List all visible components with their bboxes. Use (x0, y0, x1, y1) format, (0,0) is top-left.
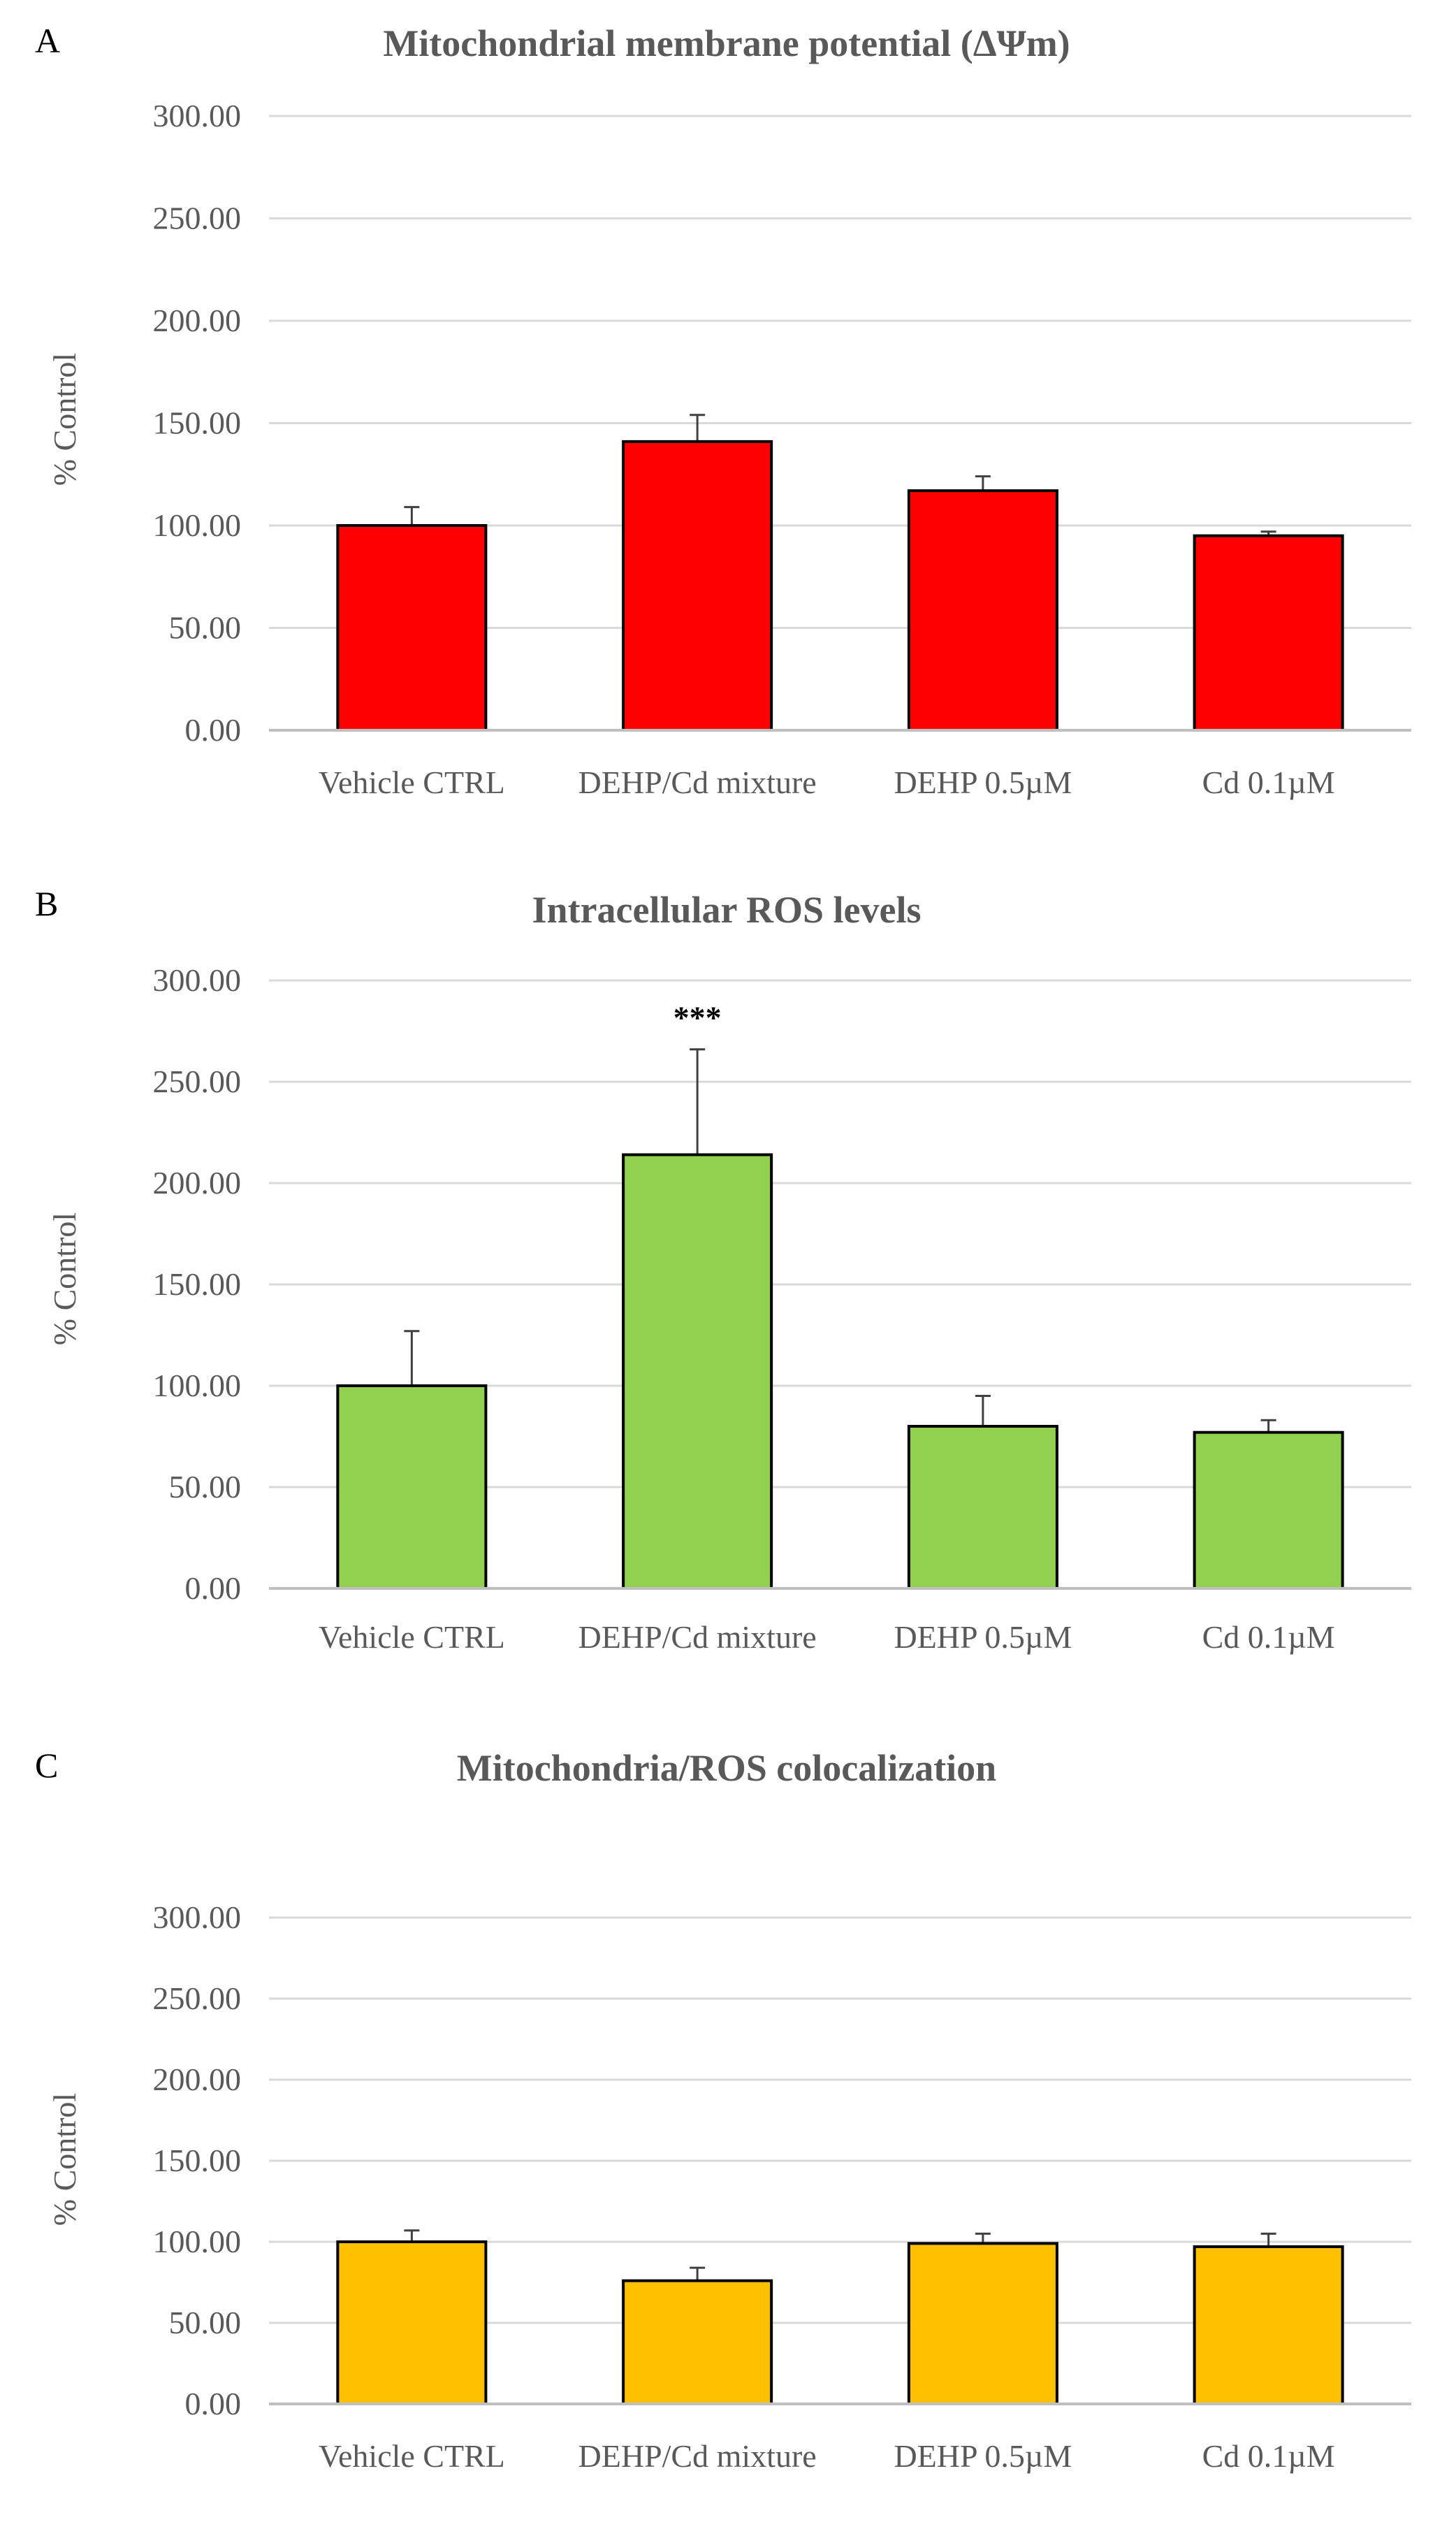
bar (1193, 1430, 1344, 1591)
y-tick-label: 150.00 (153, 2143, 242, 2178)
significance-mark: *** (674, 1000, 722, 1036)
y-tick-label: 100.00 (153, 2224, 242, 2259)
bar (1193, 2245, 1344, 2406)
panel-c: C Mitochondria/ROS colocalization % Contro… (0, 1663, 1456, 2543)
panel-a: A Mitochondrial membrane potential (ΔΨm)%… (0, 0, 1456, 846)
x-category-label: DEHP/Cd mixture (578, 2438, 817, 2474)
y-tick-label: 250.00 (153, 1980, 242, 2016)
y-tick-label: 300.00 (153, 962, 242, 998)
y-tick-label: 300.00 (153, 98, 242, 133)
bar (622, 1153, 773, 1590)
y-axis-title: % Control (47, 2093, 82, 2226)
y-tick-label: 0.00 (185, 2386, 242, 2421)
x-category-label: Cd 0.1µM (1202, 1619, 1335, 1655)
y-axis-title: % Control (47, 353, 82, 486)
y-tick-label: 200.00 (153, 303, 242, 338)
bar (622, 2279, 773, 2405)
panel-letter: A (35, 21, 60, 60)
bar (1193, 534, 1344, 732)
y-tick-label: 0.00 (185, 1570, 242, 1606)
x-category-label: DEHP/Cd mixture (578, 1619, 817, 1655)
x-category-label: Vehicle CTRL (319, 765, 505, 800)
y-tick-label: 100.00 (153, 1368, 242, 1403)
x-category-label: DEHP/Cd mixture (578, 765, 817, 800)
chart-title: Mitochondrial membrane potential (ΔΨm) (383, 22, 1070, 64)
panel-letter: C (35, 1746, 58, 1785)
bar (336, 524, 488, 732)
y-tick-label: 50.00 (169, 1469, 242, 1505)
y-tick-label: 150.00 (153, 1266, 242, 1302)
y-tick-label: 250.00 (153, 1064, 242, 1099)
x-category-label: Cd 0.1µM (1202, 2438, 1335, 2474)
y-tick-label: 150.00 (153, 405, 242, 441)
bar (336, 1384, 488, 1590)
chart-mitochondrial-membrane-potential: A Mitochondrial membrane potential (ΔΨm)%… (35, 21, 1411, 800)
y-tick-label: 50.00 (169, 610, 242, 646)
bar (622, 440, 773, 732)
y-tick-label: 50.00 (169, 2305, 242, 2340)
y-tick-label: 100.00 (153, 507, 242, 543)
bar (907, 1425, 1058, 1590)
x-category-label: DEHP 0.5µM (894, 1619, 1072, 1655)
x-category-label: DEHP 0.5µM (894, 765, 1072, 800)
panel-b: B Intracellular ROS levels % Control 0.00 50… (0, 846, 1456, 1663)
bar (907, 489, 1058, 732)
chart-mitochondria-ros-colocalization: C Mitochondria/ROS colocalization % Contro… (35, 1746, 1411, 2474)
chart-title: Intracellular ROS levels (532, 889, 922, 931)
bar (336, 2240, 488, 2405)
y-tick-label: 250.00 (153, 201, 242, 236)
x-category-label: DEHP 0.5µM (894, 2438, 1072, 2474)
bar (907, 2242, 1058, 2405)
y-tick-label: 0.00 (185, 712, 242, 748)
x-category-label: Vehicle CTRL (319, 2438, 505, 2474)
chart-title: Mitochondria/ROS colocalization (457, 1747, 996, 1789)
y-tick-label: 200.00 (153, 2062, 242, 2097)
y-tick-label: 200.00 (153, 1165, 242, 1201)
chart-intracellular-ros-levels: B Intracellular ROS levels % Control 0.00 50… (35, 884, 1411, 1655)
x-category-label: Vehicle CTRL (319, 1619, 505, 1655)
panel-letter: B (35, 884, 58, 923)
y-axis-title: % Control (47, 1212, 82, 1345)
x-category-label: Cd 0.1µM (1202, 765, 1335, 800)
y-tick-label: 300.00 (153, 1899, 242, 1935)
